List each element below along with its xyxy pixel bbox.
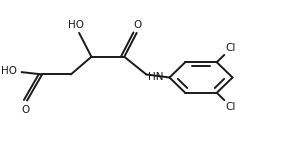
Text: HN: HN bbox=[147, 72, 163, 82]
Text: Cl: Cl bbox=[226, 102, 236, 112]
Text: O: O bbox=[22, 105, 30, 115]
Text: Cl: Cl bbox=[226, 43, 236, 53]
Text: HO: HO bbox=[1, 66, 18, 76]
Text: HO: HO bbox=[68, 20, 84, 30]
Text: O: O bbox=[134, 20, 142, 30]
